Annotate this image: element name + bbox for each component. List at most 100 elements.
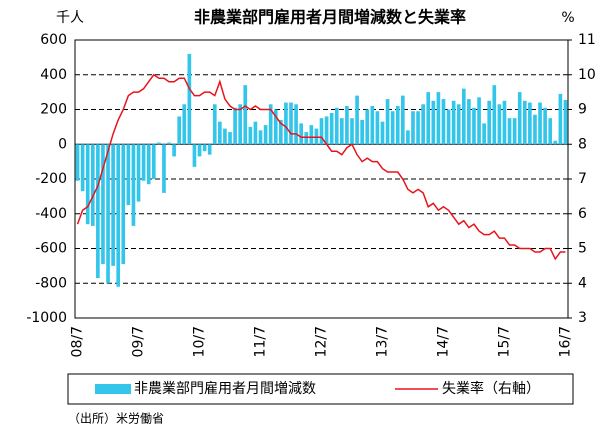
bar [451, 100, 456, 145]
bar [80, 144, 85, 192]
bar [279, 119, 283, 145]
y2-tick-label: 11 [578, 32, 596, 48]
bar [75, 144, 80, 181]
bar [512, 118, 517, 145]
bar [395, 106, 400, 145]
bar [309, 125, 314, 145]
bar [390, 111, 395, 145]
x-tick-label: 14/7 [435, 326, 451, 357]
bar [406, 130, 410, 145]
y-tick-label: 200 [40, 102, 67, 118]
bar [467, 99, 471, 145]
bar [334, 107, 339, 145]
y-tick-label: -400 [35, 206, 67, 222]
bar [355, 95, 359, 145]
bar [151, 144, 156, 179]
bar [477, 97, 481, 145]
bar [461, 88, 466, 145]
y-tick-label: -800 [35, 275, 67, 291]
bar [233, 107, 237, 145]
bar [543, 107, 547, 145]
bar [380, 121, 385, 145]
y2-tick-label: 9 [578, 102, 587, 118]
y2-tick-label: 4 [578, 275, 587, 291]
bar [146, 144, 151, 185]
bar [436, 92, 441, 145]
bar [375, 111, 380, 145]
bar [548, 118, 553, 145]
bar [507, 118, 512, 145]
bar [268, 104, 273, 145]
bar [289, 102, 293, 145]
bar [416, 111, 420, 145]
bar [111, 144, 115, 266]
bar [218, 121, 222, 145]
y2-tick-label: 8 [578, 136, 587, 152]
bar [126, 144, 131, 206]
bar [502, 100, 507, 145]
bar [284, 102, 288, 145]
y2-tick-label: 6 [578, 206, 587, 222]
bar [421, 104, 425, 145]
bar [263, 125, 268, 145]
source: （出所）米労働省 [68, 412, 164, 426]
x-tick-label: 16/7 [557, 326, 573, 357]
y2-tick-label: 7 [578, 171, 587, 187]
legend-label: 失業率（右軸） [442, 380, 540, 397]
x-tick-label: 15/7 [496, 326, 512, 357]
bar [441, 99, 446, 145]
bar [90, 144, 95, 226]
x-tick-label: 11/7 [253, 326, 269, 357]
bar [487, 100, 492, 145]
bar [522, 100, 527, 145]
y-tick-label: 400 [40, 67, 67, 83]
bar [101, 144, 105, 265]
bar [563, 99, 568, 145]
bar [446, 109, 451, 145]
bar [340, 118, 344, 145]
bar [431, 100, 436, 145]
bar [131, 144, 136, 226]
bar [324, 116, 329, 145]
bar [319, 118, 324, 145]
y-tick-label: -200 [35, 171, 67, 187]
bar [553, 140, 558, 145]
bar [533, 114, 537, 145]
bar [411, 111, 415, 145]
bar [141, 144, 146, 181]
bar [299, 123, 303, 145]
bar [314, 128, 319, 145]
y2-tick-label: 3 [578, 310, 587, 326]
bar [177, 116, 182, 145]
x-tick-label: 09/7 [131, 326, 147, 357]
bar [258, 130, 263, 145]
bar [497, 104, 502, 145]
y-unit: 千人 [56, 10, 84, 26]
line [76, 73, 566, 261]
bar [472, 107, 476, 145]
legend-box [67, 373, 574, 405]
bar [223, 128, 227, 145]
bar [329, 112, 334, 145]
bar [106, 144, 110, 284]
y2-tick-label: 10 [578, 67, 596, 83]
bar [121, 144, 126, 265]
bar [273, 109, 278, 145]
bar [492, 85, 497, 145]
y2-unit: % [561, 10, 574, 26]
bar [365, 109, 370, 145]
bar [294, 104, 298, 145]
bar [400, 95, 405, 145]
plot-frame [74, 39, 569, 319]
bar [157, 142, 161, 145]
bar [238, 104, 243, 145]
bar [253, 121, 258, 145]
bar [370, 106, 375, 145]
x-tick-label: 13/7 [374, 326, 390, 357]
bar [207, 144, 212, 155]
bar [360, 119, 364, 145]
bar [182, 104, 187, 145]
bar [85, 144, 90, 225]
y-tick-label: -1000 [26, 310, 67, 326]
